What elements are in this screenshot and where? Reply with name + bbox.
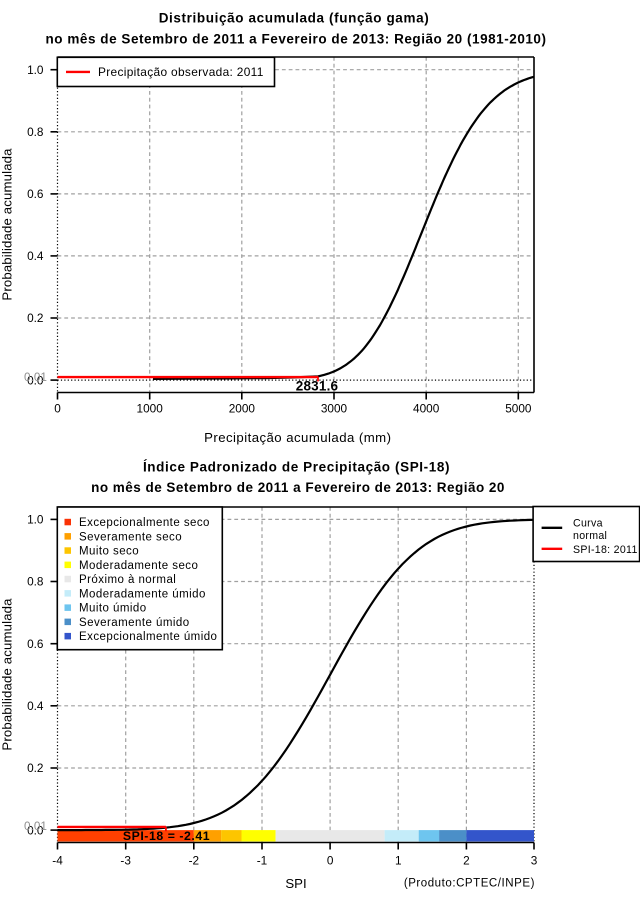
svg-text:5000: 5000: [505, 402, 532, 416]
svg-text:SPI-18 = -2.41: SPI-18 = -2.41: [123, 829, 210, 843]
svg-text:0.6: 0.6: [27, 187, 44, 201]
svg-text:Probabilidade acumulada: Probabilidade acumulada: [0, 598, 14, 751]
svg-text:0.2: 0.2: [27, 761, 43, 775]
svg-text:1.0: 1.0: [27, 513, 44, 527]
svg-text:0.0: 0.0: [27, 823, 44, 837]
svg-text:2: 2: [463, 854, 470, 868]
svg-text:-3: -3: [120, 854, 131, 868]
svg-text:1000: 1000: [137, 402, 164, 416]
svg-text:0.8: 0.8: [27, 125, 44, 139]
svg-text:0.2: 0.2: [27, 311, 43, 325]
svg-text:3: 3: [531, 854, 538, 868]
svg-text:Próximo à normal: Próximo à normal: [79, 574, 176, 586]
svg-text:Excepcionalmente seco: Excepcionalmente seco: [79, 517, 210, 529]
svg-text:0.4: 0.4: [27, 249, 44, 263]
svg-text:Severamente seco: Severamente seco: [79, 531, 182, 543]
svg-text:4000: 4000: [413, 402, 440, 416]
svg-text:Precipitação observada: 2011: Precipitação observada: 2011: [98, 65, 264, 79]
svg-text:2831.6: 2831.6: [296, 379, 339, 394]
svg-text:0: 0: [327, 854, 334, 868]
svg-text:Índice Padronizado de Precipit: Índice Padronizado de Precipitação (SPI-…: [143, 460, 450, 475]
svg-text:0.8: 0.8: [27, 575, 44, 589]
svg-text:Curva: Curva: [573, 517, 603, 529]
svg-text:1: 1: [395, 854, 402, 868]
svg-text:2000: 2000: [229, 402, 256, 416]
svg-text:Muito úmido: Muito úmido: [79, 603, 147, 615]
svg-text:-4: -4: [52, 854, 63, 868]
svg-text:-1: -1: [257, 854, 268, 868]
svg-text:Distribuição acumulada (função: Distribuição acumulada (função gama): [159, 11, 430, 26]
svg-text:Severamente úmido: Severamente úmido: [79, 617, 190, 629]
svg-text:no mês de Setembro de 2011 a F: no mês de Setembro de 2011 a Fevereiro d…: [91, 480, 505, 495]
svg-text:Moderadamente úmido: Moderadamente úmido: [79, 588, 206, 600]
svg-text:SPI-18: 2011: SPI-18: 2011: [573, 544, 638, 556]
svg-text:normal: normal: [573, 530, 607, 542]
svg-text:0.01: 0.01: [24, 819, 47, 833]
svg-text:0.01: 0.01: [24, 370, 47, 384]
svg-text:no mês de Setembro de 2011 a F: no mês de Setembro de 2011 a Fevereiro d…: [46, 32, 547, 47]
svg-text:0.4: 0.4: [27, 699, 44, 713]
svg-text:-2: -2: [189, 854, 200, 868]
svg-text:0: 0: [54, 402, 61, 416]
svg-text:Moderadamente seco: Moderadamente seco: [79, 560, 198, 572]
svg-text:Excepcionalmente úmido: Excepcionalmente úmido: [79, 631, 217, 643]
svg-text:Muito seco: Muito seco: [79, 546, 139, 558]
svg-text:(Produto:CPTEC/INPE): (Produto:CPTEC/INPE): [404, 878, 535, 890]
svg-text:Precipitação acumulada (mm): Precipitação acumulada (mm): [204, 430, 391, 445]
svg-text:3000: 3000: [321, 402, 348, 416]
svg-text:0.6: 0.6: [27, 637, 44, 651]
svg-text:SPI: SPI: [285, 876, 306, 891]
svg-text:1.0: 1.0: [27, 63, 44, 77]
svg-text:Probabilidade acumulada: Probabilidade acumulada: [0, 148, 14, 301]
svg-text:0.0: 0.0: [27, 373, 44, 387]
